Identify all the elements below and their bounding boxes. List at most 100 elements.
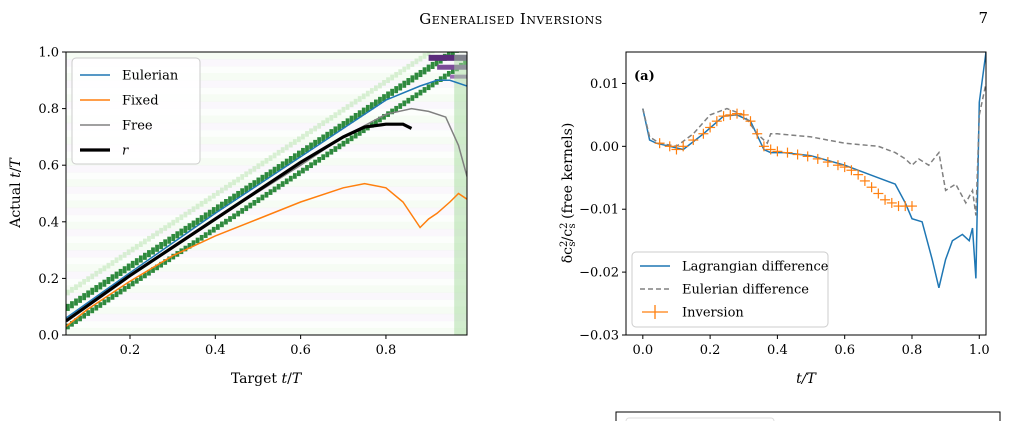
heatmap-diagonal-cell	[268, 155, 273, 161]
heatmap-diagonal-cell	[110, 260, 115, 266]
heatmap-diagonal-cell	[98, 302, 103, 308]
inversion-point	[859, 175, 870, 186]
heatmap-diagonal-cell	[215, 224, 220, 230]
heatmap-diagonal-cell	[155, 264, 159, 271]
inversion-point	[822, 157, 833, 168]
heatmap-diagonal-cell	[329, 114, 334, 121]
right-xtick-label: 0.2	[700, 343, 721, 358]
heatmap-diagonal-cell	[240, 208, 245, 214]
heatmap-diagonal-cell	[313, 159, 318, 166]
heatmap-band	[66, 200, 467, 209]
panel-label: (a)	[634, 69, 655, 84]
heatmap-diagonal-cell	[126, 249, 131, 256]
heatmap-diagonal-cell	[110, 294, 115, 300]
heatmap-diagonal-cell	[325, 131, 330, 139]
heatmap-diagonal-cell	[94, 270, 99, 277]
heatmap-diagonal-cell	[199, 215, 204, 223]
left-legend-box	[71, 57, 201, 165]
heatmap-diagonal-cell	[138, 275, 143, 281]
heatmap-diagonal-cell	[244, 205, 249, 212]
left-xtick-label: 0.8	[376, 343, 397, 358]
right-ylabel: δc2s/c2s (free kernels)	[559, 123, 578, 264]
heatmap-band	[66, 59, 467, 67]
heatmap-diagonal-cell	[390, 74, 395, 81]
right-legend-box	[631, 251, 829, 328]
heatmap-diagonal-cell	[378, 116, 382, 123]
heatmap-band	[66, 214, 467, 223]
heatmap-diagonal-cell	[288, 175, 293, 182]
heatmap-diagonal-cell	[337, 109, 342, 116]
heatmap-diagonal-cell	[402, 100, 407, 107]
heatmap-diagonal-cell	[240, 188, 245, 196]
heatmap-diagonal-cell	[313, 125, 318, 132]
heatmap-diagonal-cell	[183, 211, 188, 218]
heatmap-diagonal-cell	[236, 176, 241, 183]
heatmap-diagonal-cell	[147, 250, 151, 258]
right-ytick-label: −0.01	[579, 203, 619, 218]
heatmap-diagonal-cell	[361, 93, 366, 100]
heatmap-diagonal-cell	[207, 229, 212, 236]
inversion-point	[732, 108, 743, 119]
heatmap-diagonal-cell	[126, 283, 131, 290]
heatmap-band	[66, 257, 467, 265]
heatmap-diagonal-cell	[280, 181, 285, 187]
heatmap-diagonal-cell	[122, 252, 127, 258]
heatmap-diagonal-cell	[151, 233, 155, 239]
heatmap-diagonal-cell	[398, 103, 403, 109]
left-xlabel: Target t/T	[231, 371, 303, 387]
heatmap-corner-cell	[428, 54, 467, 61]
heatmap-diagonal-cell	[82, 278, 87, 285]
heatmap-diagonal-cell	[414, 58, 419, 65]
heatmap-diagonal-cell	[418, 89, 423, 96]
inversion-point	[839, 162, 850, 173]
right-xtick-label: 1.0	[969, 343, 990, 358]
heatmap-band	[66, 278, 467, 286]
right-ytick-label: −0.03	[579, 329, 619, 344]
legend-label-lagrangian-difference: Lagrangian difference	[682, 260, 829, 275]
inversion-point	[738, 109, 749, 120]
heatmap-diagonal-cell	[443, 40, 447, 46]
heatmap-diagonal-cell	[463, 40, 467, 47]
heatmap-diagonal-cell	[280, 161, 285, 169]
heatmap-diagonal-cell	[66, 289, 70, 296]
heatmap-diagonal-cell	[280, 147, 285, 153]
heatmap-band	[66, 313, 467, 322]
legend-label-eulerian: Eulerian	[122, 69, 179, 84]
heatmap-diagonal-cell	[163, 225, 168, 231]
left-ylabel: Actual t/T	[8, 157, 24, 229]
heatmap-diagonal-cell	[78, 295, 82, 303]
legend-label-free: Free	[122, 119, 153, 134]
heatmap-diagonal-cell	[224, 184, 228, 191]
heatmap-diagonal-cell	[288, 156, 293, 164]
heatmap-diagonal-cell	[382, 80, 386, 86]
heatmap-diagonal-cell	[325, 151, 330, 158]
heatmap-diagonal-cell	[398, 69, 403, 75]
inversion-point	[698, 128, 709, 139]
inversion-point	[782, 147, 793, 158]
series-line-lagrangian-difference	[642, 52, 986, 288]
heatmap-diagonal-cell	[357, 110, 362, 118]
heatmap-diagonal-cell	[284, 144, 289, 151]
heatmap-diagonal-cell	[398, 83, 403, 91]
inversion-point	[812, 153, 823, 164]
inversion-point	[758, 141, 769, 152]
heatmap-diagonal-cell	[244, 171, 249, 178]
heatmap-diagonal-cell	[74, 318, 78, 324]
heatmap-diagonal-cell	[406, 63, 411, 70]
heatmap-diagonal-cell	[102, 299, 107, 306]
left-ytick-label: 0.6	[38, 159, 59, 174]
heatmap-diagonal-cell	[256, 177, 261, 185]
heatmap-diagonal-cell	[126, 263, 131, 271]
heatmap-diagonal-cell	[215, 204, 220, 212]
heatmap-diagonal-cell	[256, 163, 261, 170]
heatmap-diagonal-cell	[102, 265, 107, 272]
heatmap-diagonal-cell	[345, 138, 350, 144]
heatmap-diagonal-cell	[349, 115, 354, 123]
heatmap-diagonal-cell	[159, 227, 164, 234]
inversion-point	[846, 165, 857, 176]
legend-label-r: r	[122, 144, 129, 159]
heatmap-diagonal-cell	[138, 241, 143, 247]
heatmap-band	[66, 80, 467, 88]
heatmap-diagonal-cell	[252, 180, 257, 188]
inversion-point	[873, 188, 884, 199]
